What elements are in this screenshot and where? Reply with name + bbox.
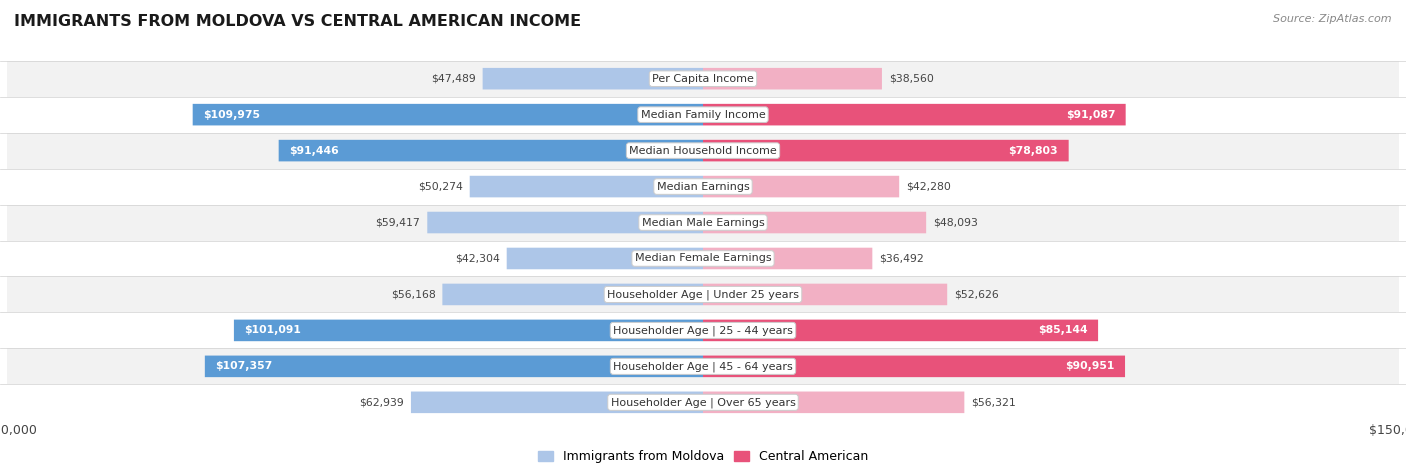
- Text: Source: ZipAtlas.com: Source: ZipAtlas.com: [1274, 14, 1392, 24]
- Legend: Immigrants from Moldova, Central American: Immigrants from Moldova, Central America…: [533, 445, 873, 467]
- FancyBboxPatch shape: [427, 212, 703, 234]
- FancyBboxPatch shape: [7, 348, 1399, 384]
- FancyBboxPatch shape: [482, 68, 703, 90]
- Text: $109,975: $109,975: [202, 110, 260, 120]
- Text: Householder Age | Under 25 years: Householder Age | Under 25 years: [607, 289, 799, 300]
- FancyBboxPatch shape: [7, 61, 1399, 97]
- Text: Median Earnings: Median Earnings: [657, 182, 749, 191]
- FancyBboxPatch shape: [7, 276, 1399, 312]
- Text: $101,091: $101,091: [245, 325, 301, 335]
- Text: $107,357: $107,357: [215, 361, 273, 371]
- Text: $36,492: $36,492: [879, 254, 924, 263]
- Text: $38,560: $38,560: [889, 74, 934, 84]
- FancyBboxPatch shape: [7, 241, 1399, 276]
- FancyBboxPatch shape: [703, 319, 1098, 341]
- FancyBboxPatch shape: [7, 384, 1399, 420]
- Text: Median Household Income: Median Household Income: [628, 146, 778, 156]
- FancyBboxPatch shape: [703, 104, 1126, 126]
- Text: $56,321: $56,321: [972, 397, 1017, 407]
- FancyBboxPatch shape: [7, 97, 1399, 133]
- Text: $85,144: $85,144: [1038, 325, 1088, 335]
- FancyBboxPatch shape: [193, 104, 703, 126]
- Text: $90,951: $90,951: [1066, 361, 1115, 371]
- FancyBboxPatch shape: [703, 391, 965, 413]
- FancyBboxPatch shape: [443, 283, 703, 305]
- Text: $47,489: $47,489: [430, 74, 475, 84]
- FancyBboxPatch shape: [703, 176, 900, 198]
- FancyBboxPatch shape: [7, 169, 1399, 205]
- Text: Median Family Income: Median Family Income: [641, 110, 765, 120]
- Text: Median Male Earnings: Median Male Earnings: [641, 218, 765, 227]
- FancyBboxPatch shape: [703, 248, 872, 269]
- FancyBboxPatch shape: [703, 212, 927, 234]
- Text: $42,280: $42,280: [905, 182, 950, 191]
- Text: $91,087: $91,087: [1066, 110, 1115, 120]
- FancyBboxPatch shape: [7, 205, 1399, 241]
- Text: $62,939: $62,939: [360, 397, 404, 407]
- Text: Per Capita Income: Per Capita Income: [652, 74, 754, 84]
- Text: $91,446: $91,446: [290, 146, 339, 156]
- FancyBboxPatch shape: [703, 355, 1125, 377]
- FancyBboxPatch shape: [703, 140, 1069, 162]
- FancyBboxPatch shape: [411, 391, 703, 413]
- FancyBboxPatch shape: [703, 283, 948, 305]
- Text: Median Female Earnings: Median Female Earnings: [634, 254, 772, 263]
- Text: $59,417: $59,417: [375, 218, 420, 227]
- FancyBboxPatch shape: [703, 68, 882, 90]
- Text: IMMIGRANTS FROM MOLDOVA VS CENTRAL AMERICAN INCOME: IMMIGRANTS FROM MOLDOVA VS CENTRAL AMERI…: [14, 14, 581, 29]
- FancyBboxPatch shape: [233, 319, 703, 341]
- FancyBboxPatch shape: [470, 176, 703, 198]
- Text: $78,803: $78,803: [1008, 146, 1059, 156]
- Text: $48,093: $48,093: [934, 218, 979, 227]
- Text: $42,304: $42,304: [456, 254, 499, 263]
- FancyBboxPatch shape: [7, 133, 1399, 169]
- FancyBboxPatch shape: [506, 248, 703, 269]
- FancyBboxPatch shape: [278, 140, 703, 162]
- Text: $56,168: $56,168: [391, 290, 436, 299]
- Text: $50,274: $50,274: [418, 182, 463, 191]
- FancyBboxPatch shape: [7, 312, 1399, 348]
- Text: Householder Age | 25 - 44 years: Householder Age | 25 - 44 years: [613, 325, 793, 336]
- Text: $52,626: $52,626: [955, 290, 998, 299]
- Text: Householder Age | 45 - 64 years: Householder Age | 45 - 64 years: [613, 361, 793, 372]
- FancyBboxPatch shape: [205, 355, 703, 377]
- Text: Householder Age | Over 65 years: Householder Age | Over 65 years: [610, 397, 796, 408]
